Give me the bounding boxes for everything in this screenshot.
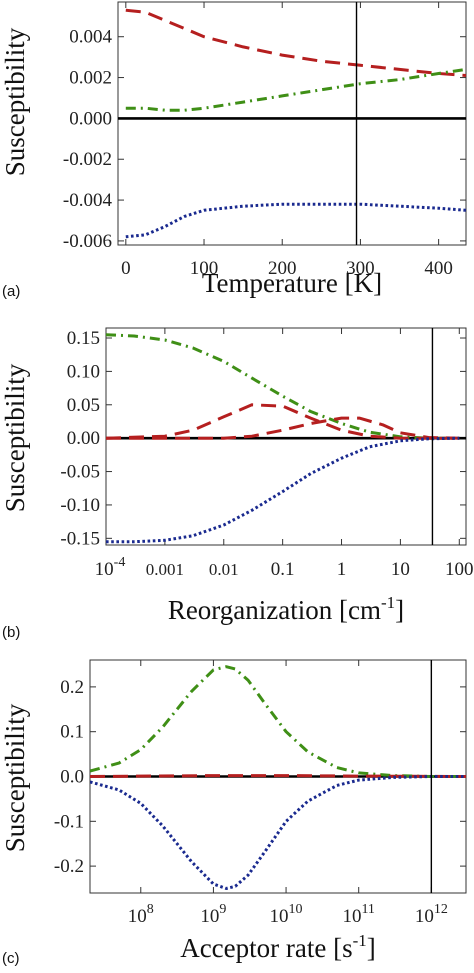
x-tick-label: 0.1 bbox=[271, 559, 295, 580]
x-tick-label: 200 bbox=[268, 258, 297, 279]
y-tick-label: 0.000 bbox=[69, 108, 112, 129]
series-line-red bbox=[106, 403, 460, 440]
x-tick-label: 0.001 bbox=[146, 560, 184, 579]
y-tick-label: 0.002 bbox=[69, 68, 112, 89]
y-tick-label: -0.004 bbox=[63, 190, 113, 211]
y-tick-label: -0.10 bbox=[60, 495, 100, 516]
plot-frame bbox=[105, 327, 467, 546]
x-tick-label: 1 bbox=[337, 559, 347, 580]
y-tick-label: 0.00 bbox=[67, 428, 100, 449]
x-tick-label: 10 bbox=[391, 559, 410, 580]
x-axis-label: Reorganization [cm-1] bbox=[168, 593, 404, 625]
plot-frame bbox=[117, 1, 467, 246]
x-tick-label: 300 bbox=[346, 258, 375, 279]
x-tick-label: 109 bbox=[200, 902, 226, 927]
panel-letter: (a) bbox=[2, 283, 20, 300]
y-tick-label: 0.15 bbox=[67, 328, 100, 349]
plot-area bbox=[118, 2, 466, 245]
series-line-blue bbox=[106, 436, 460, 544]
x-tick-exponent: -4 bbox=[114, 555, 126, 570]
series-line-green bbox=[125, 67, 466, 112]
y-tick-label: 0.2 bbox=[60, 677, 84, 698]
x-tick-base: 10 bbox=[415, 906, 434, 927]
x-tick-exponent: 10 bbox=[289, 902, 303, 917]
x-tick-label: 0 bbox=[121, 258, 131, 279]
x-axis-label-exponent: -1 bbox=[353, 931, 367, 950]
x-tick-base: 10 bbox=[270, 906, 289, 927]
y-tick-label: 0.05 bbox=[67, 395, 100, 416]
x-axis-label-end: ] bbox=[367, 933, 376, 963]
x-axis-label-end: ] bbox=[395, 595, 404, 625]
panel-letter: (c) bbox=[2, 950, 20, 967]
y-tick-label: 0.0 bbox=[60, 767, 84, 788]
chart-panel-1: -0.006 -0.004 -0.002 0.000 0.002 0.004 0 100 200… bbox=[0, 1, 467, 300]
x-axis-label-text: Reorganization [cm bbox=[168, 595, 381, 625]
y-tick-label: 0.10 bbox=[67, 361, 100, 382]
y-tick-label: -0.2 bbox=[54, 856, 84, 877]
x-axis-label-text: Acceptor rate [s bbox=[180, 933, 352, 963]
y-tick-label: -0.05 bbox=[60, 462, 100, 483]
x-tick-exponent: 8 bbox=[147, 902, 154, 917]
x-tick-label: 10-4 bbox=[95, 555, 126, 580]
x-tick-exponent: 11 bbox=[361, 902, 374, 917]
y-tick-label: -0.1 bbox=[54, 811, 84, 832]
x-tick-exponent: 9 bbox=[219, 902, 226, 917]
y-axis-label: Susceptibility bbox=[0, 363, 30, 512]
x-tick-label: 1010 bbox=[270, 902, 303, 927]
x-tick-base: 10 bbox=[95, 559, 114, 580]
y-tick-label: -0.002 bbox=[63, 149, 112, 170]
plot-area bbox=[90, 660, 466, 893]
x-tick-label: 100 bbox=[190, 258, 219, 279]
x-tick-exponent: 12 bbox=[434, 902, 448, 917]
x-axis-label: Acceptor rate [s-1] bbox=[180, 931, 376, 963]
x-tick-label: 1012 bbox=[415, 902, 448, 927]
x-axis-label-text: Temperature [K] bbox=[202, 268, 382, 298]
series-line-red bbox=[106, 416, 460, 440]
series-line-blue bbox=[125, 202, 466, 239]
x-axis-label-exponent: -1 bbox=[381, 593, 395, 612]
y-tick-label: 0.004 bbox=[69, 27, 112, 48]
x-tick-base: 10 bbox=[200, 906, 219, 927]
y-tick-label: -0.006 bbox=[63, 231, 112, 252]
y-axis-label: Susceptibility bbox=[0, 27, 30, 176]
plot-area bbox=[106, 328, 466, 545]
series-line-green bbox=[90, 665, 466, 778]
y-tick-label: -0.15 bbox=[60, 528, 100, 549]
y-axis-label: Susceptibility bbox=[0, 703, 30, 852]
series-line-red bbox=[125, 8, 466, 77]
panel-letter: (b) bbox=[2, 624, 20, 641]
series-line-green bbox=[106, 333, 460, 440]
x-tick-label: 0.01 bbox=[209, 560, 239, 579]
x-tick-base: 10 bbox=[128, 906, 147, 927]
x-tick-label: 1011 bbox=[342, 902, 374, 927]
x-tick-label: 108 bbox=[128, 902, 154, 927]
x-tick-label: 400 bbox=[424, 258, 453, 279]
y-tick-label: 0.1 bbox=[60, 722, 84, 743]
x-tick-label: 100 bbox=[445, 559, 474, 580]
x-tick-base: 10 bbox=[342, 906, 361, 927]
series-line-blue bbox=[90, 775, 466, 890]
x-axis-label: Temperature [K] bbox=[202, 268, 382, 298]
